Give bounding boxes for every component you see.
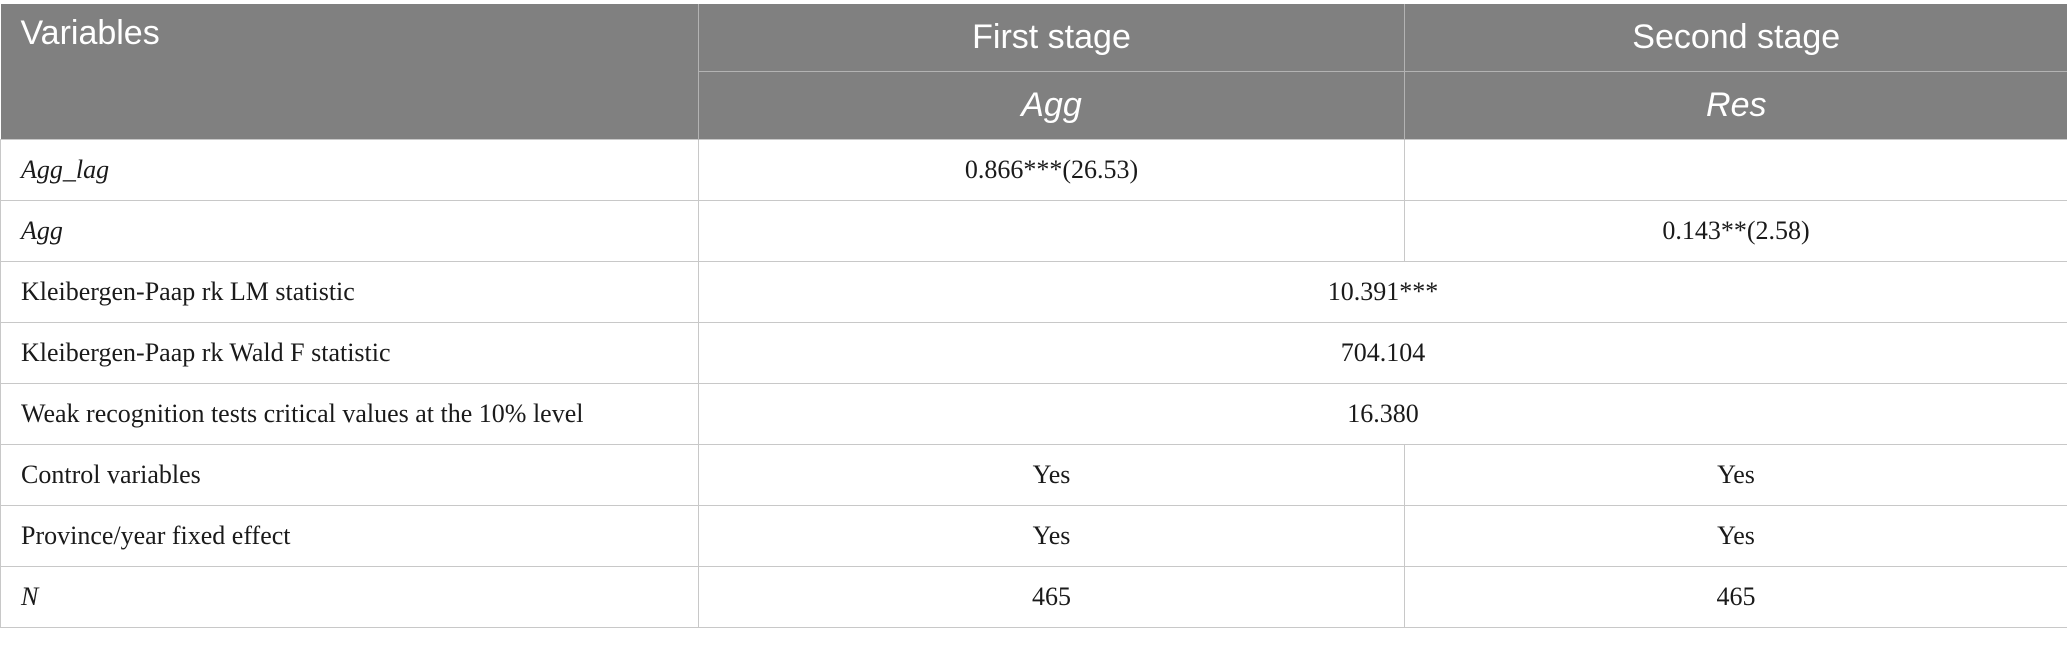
- first-stage-dependent-var: Agg: [698, 71, 1405, 140]
- first-stage-header: First stage: [698, 4, 1405, 72]
- table-row: Weak recognition tests critical values a…: [0, 383, 2067, 445]
- row-label-agg: Agg: [0, 200, 699, 262]
- row-label-weak-test: Weak recognition tests critical values a…: [0, 383, 699, 445]
- second-stage-dependent-var: Res: [1404, 71, 2067, 140]
- table-header: Variables First stage Second stage Agg R…: [0, 4, 2067, 140]
- cell-kp-wald-value: 704.104: [698, 322, 2067, 384]
- cell-agg-lag-first: 0.866***(26.53): [698, 139, 1405, 201]
- cell-weak-test-value: 16.380: [698, 383, 2067, 445]
- table-row: Kleibergen-Paap rk Wald F statistic 704.…: [0, 322, 2067, 384]
- cell-kp-lm-value: 10.391***: [698, 261, 2067, 323]
- table-row: Province/year fixed effect Yes Yes: [0, 505, 2067, 567]
- cell-n-second: 465: [1404, 566, 2067, 628]
- cell-fixed-effects-second: Yes: [1404, 505, 2067, 567]
- row-label-controls: Control variables: [0, 444, 699, 506]
- variables-column-header: Variables: [0, 4, 699, 140]
- cell-agg-second: 0.143**(2.58): [1404, 200, 2067, 262]
- table-row: Agg_lag 0.866***(26.53): [0, 139, 2067, 201]
- table-row: Agg 0.143**(2.58): [0, 200, 2067, 262]
- row-label-n: N: [0, 566, 699, 628]
- cell-controls-second: Yes: [1404, 444, 2067, 506]
- table-row: Kleibergen-Paap rk LM statistic 10.391**…: [0, 261, 2067, 323]
- cell-n-first: 465: [698, 566, 1405, 628]
- row-label-kp-lm: Kleibergen-Paap rk LM statistic: [0, 261, 699, 323]
- cell-fixed-effects-first: Yes: [698, 505, 1405, 567]
- row-label-kp-wald: Kleibergen-Paap rk Wald F statistic: [0, 322, 699, 384]
- cell-agg-lag-second: [1404, 139, 2067, 201]
- regression-results-table: Variables First stage Second stage Agg R…: [0, 4, 2067, 628]
- row-label-fixed-effects: Province/year fixed effect: [0, 505, 699, 567]
- cell-controls-first: Yes: [698, 444, 1405, 506]
- table-row: N 465 465: [0, 566, 2067, 628]
- header-row-dependent-vars: Agg Res: [1, 71, 2067, 140]
- second-stage-header: Second stage: [1404, 4, 2067, 72]
- header-row-stages: Variables First stage Second stage: [0, 4, 2067, 140]
- cell-agg-first: [698, 200, 1405, 262]
- table-row: Control variables Yes Yes: [0, 444, 2067, 506]
- row-label-agg-lag: Agg_lag: [0, 139, 699, 201]
- table-body: Agg_lag 0.866***(26.53) Agg 0.143**(2.58…: [0, 139, 2067, 628]
